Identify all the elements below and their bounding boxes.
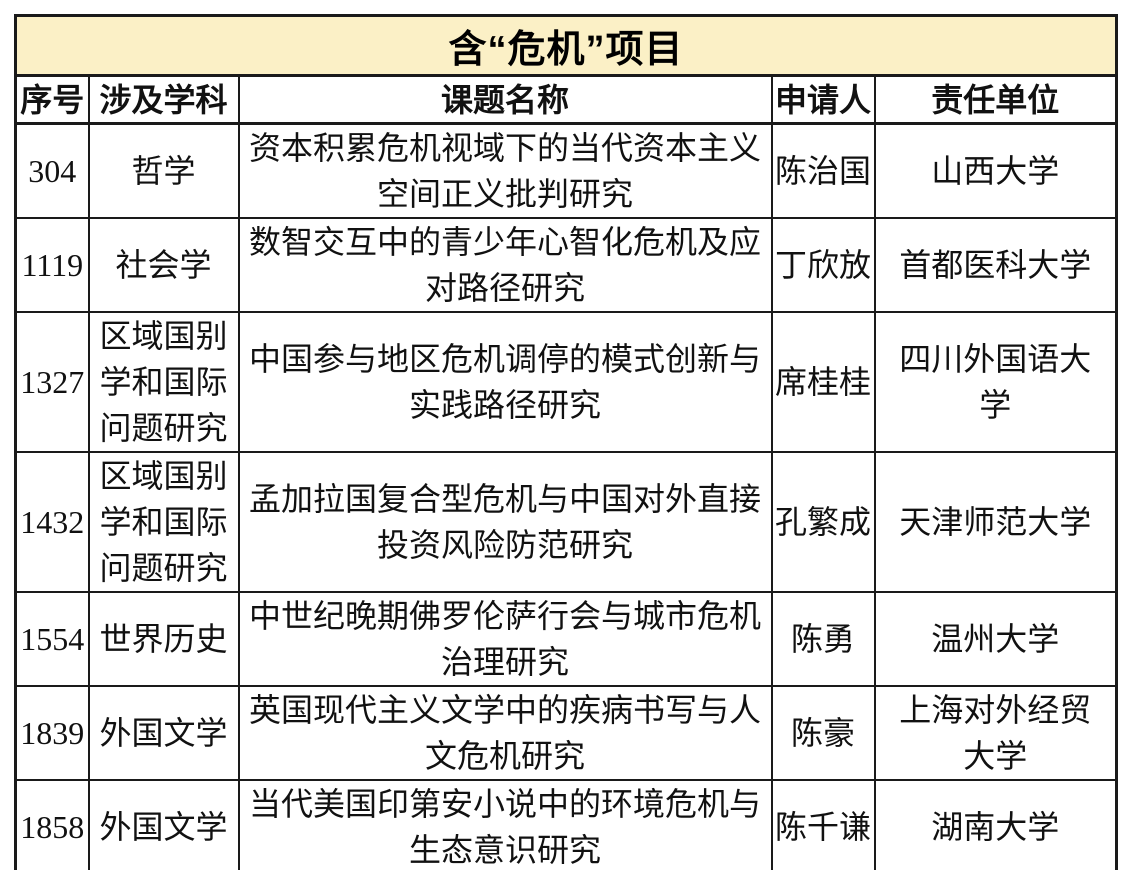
table-row: 1858 外国文学 当代美国印第安小说中的环境危机与生态意识研究 陈千谦 湖南大学 <box>14 779 1118 870</box>
cell-discipline: 哲学 <box>87 122 240 219</box>
table-body: 304 哲学 资本积累危机视域下的当代资本主义空间正义批判研究 陈治国 山西大学 1119… <box>14 122 1118 870</box>
cell-topic: 资本积累危机视域下的当代资本主义空间正义批判研究 <box>237 122 773 219</box>
cell-applicant: 席桂桂 <box>770 311 876 453</box>
table-row: 1119 社会学 数智交互中的青少年心智化危机及应对路径研究 丁欣放 首都医科大学 <box>14 217 1118 313</box>
table-row: 304 哲学 资本积累危机视域下的当代资本主义空间正义批判研究 陈治国 山西大学 <box>14 122 1118 219</box>
title-row: 含“危机”项目 <box>14 14 1118 77</box>
header-row: 序号 涉及学科 课题名称 申请人 责任单位 <box>14 74 1118 125</box>
table-row: 1327 区域国别学和国际问题研究 中国参与地区危机调停的模式创新与实践路径研究 席桂… <box>14 311 1118 453</box>
cell-applicant: 丁欣放 <box>770 217 876 313</box>
cell-no: 1554 <box>14 591 90 687</box>
table-row: 1554 世界历史 中世纪晚期佛罗伦萨行会与城市危机治理研究 陈勇 温州大学 <box>14 591 1118 687</box>
cell-unit: 温州大学 <box>873 591 1118 687</box>
cell-no: 1432 <box>14 451 90 593</box>
cell-no: 1327 <box>14 311 90 453</box>
cell-topic: 孟加拉国复合型危机与中国对外直接投资风险防范研究 <box>237 451 773 593</box>
cell-topic: 英国现代主义文学中的疾病书写与人文危机研究 <box>237 685 773 781</box>
cell-applicant: 陈勇 <box>770 591 876 687</box>
cell-unit: 天津师范大学 <box>873 451 1118 593</box>
cell-unit: 山西大学 <box>873 122 1118 219</box>
column-header-discipline: 涉及学科 <box>87 74 240 125</box>
cell-unit: 首都医科大学 <box>873 217 1118 313</box>
cell-topic: 中国参与地区危机调停的模式创新与实践路径研究 <box>237 311 773 453</box>
cell-applicant: 陈治国 <box>770 122 876 219</box>
column-header-topic: 课题名称 <box>237 74 773 125</box>
cell-unit: 湖南大学 <box>873 779 1118 870</box>
cell-no: 304 <box>14 122 90 219</box>
cell-no: 1858 <box>14 779 90 870</box>
cell-discipline: 外国文学 <box>87 685 240 781</box>
cell-topic: 中世纪晚期佛罗伦萨行会与城市危机治理研究 <box>237 591 773 687</box>
cell-applicant: 孔繁成 <box>770 451 876 593</box>
cell-unit: 四川外国语大学 <box>873 311 1118 453</box>
cell-discipline: 世界历史 <box>87 591 240 687</box>
cell-discipline: 社会学 <box>87 217 240 313</box>
table-title: 含“危机”项目 <box>14 14 1118 77</box>
cell-discipline: 区域国别学和国际问题研究 <box>87 451 240 593</box>
cell-discipline: 区域国别学和国际问题研究 <box>87 311 240 453</box>
table-row: 1432 区域国别学和国际问题研究 孟加拉国复合型危机与中国对外直接投资风险防范研究… <box>14 451 1118 593</box>
cell-applicant: 陈豪 <box>770 685 876 781</box>
cell-topic: 数智交互中的青少年心智化危机及应对路径研究 <box>237 217 773 313</box>
column-header-applicant: 申请人 <box>770 74 876 125</box>
crisis-projects-table: 含“危机”项目 序号 涉及学科 课题名称 申请人 责任单位 304 哲学 资本积累危… <box>14 14 1119 870</box>
cell-no: 1119 <box>14 217 90 313</box>
cell-topic: 当代美国印第安小说中的环境危机与生态意识研究 <box>237 779 773 870</box>
cell-unit: 上海对外经贸大学 <box>873 685 1118 781</box>
cell-applicant: 陈千谦 <box>770 779 876 870</box>
column-header-unit: 责任单位 <box>873 74 1118 125</box>
column-header-no: 序号 <box>14 74 90 125</box>
cell-discipline: 外国文学 <box>87 779 240 870</box>
table-row: 1839 外国文学 英国现代主义文学中的疾病书写与人文危机研究 陈豪 上海对外经贸大学 <box>14 685 1118 781</box>
cell-no: 1839 <box>14 685 90 781</box>
